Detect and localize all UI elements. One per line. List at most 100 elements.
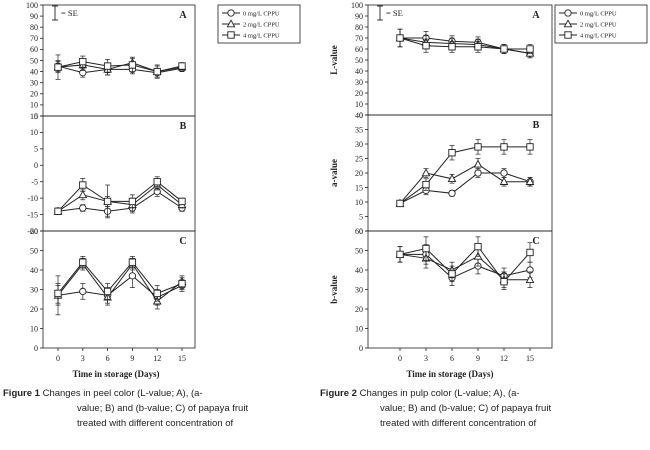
fig2-panel-A-frame — [367, 4, 553, 116]
fig2-panel-B-series-1-line — [399, 163, 530, 204]
fig2-xtick-label: 3 — [424, 354, 428, 363]
fig1-panel-A-series-2-point — [153, 67, 161, 76]
fig1-panel-B-ytick-label: -5 — [31, 178, 38, 187]
fig2-panel-A-ytick-label: 90 — [355, 12, 363, 21]
fig1-panel-A-letter: A — [179, 10, 187, 21]
fig1-legend-label: 2 mg/L CPPU — [243, 22, 280, 29]
fig2-legend-label: 0 mg/L CPPU — [580, 11, 617, 18]
fig2-legend-label: 2 mg/L CPPU — [580, 22, 617, 29]
fig1-panel-B-series-1-point — [78, 190, 88, 199]
fig1-panel-A-series-2-point — [128, 61, 137, 69]
fig1-xtick-label: 15 — [178, 354, 186, 363]
fig2-xtick-label: 6 — [450, 354, 454, 363]
fig2-panel-C-frame — [367, 230, 553, 349]
fig1-panel-B-series-2-point — [128, 197, 137, 206]
fig1-panel-B-ytick-label: -10 — [27, 194, 38, 203]
fig1-legend-marker — [227, 31, 235, 39]
fig1-panel-A-ytick-label: 100 — [26, 1, 38, 10]
fig1-panel-C-ytick-label: 60 — [30, 227, 38, 236]
fig2-panel-B-series-0-point — [448, 189, 456, 197]
fig2-panel-A-series-2-point — [396, 34, 404, 42]
fig1-panel-A-ytick-label: 20 — [30, 90, 38, 99]
fig1-panel-A-ytick-label: 90 — [30, 12, 38, 21]
fig2-panel-B-ytick-label: 10 — [355, 198, 363, 207]
fig2-panel-C-series-2-point — [448, 270, 456, 278]
fig2-panel-B-series-2-point — [500, 143, 508, 151]
fig1-panel-A-ytick-label: 60 — [30, 45, 38, 54]
fig2-panel-A-ylabel: L-value — [329, 45, 339, 75]
fig1-panel-C-ytick-label: 50 — [30, 246, 38, 255]
fig2-panel-A-series-2-point — [474, 43, 482, 51]
fig2-panel-C-series-0-line — [400, 253, 531, 279]
fig1-panel-C-series-0-line — [57, 275, 183, 298]
fig1-legend-marker — [226, 19, 236, 28]
fig2-panel-A-ytick-label: 50 — [355, 56, 363, 65]
figure-2-caption-line-2: value; B) and (b-value; C) of papaya fru… — [380, 403, 552, 414]
fig1-panel-C-series-0-point — [79, 287, 87, 296]
fig1-panel-B-series-0-line — [57, 190, 183, 212]
fig2-panel-A-ytick-label: 0 — [359, 111, 363, 120]
fig2-panel-C-series-2-point — [422, 244, 430, 253]
fig2-panel-B-ytick-label: 15 — [355, 183, 363, 192]
fig2-panel-C-series-1-point — [525, 275, 535, 283]
fig2-panel-A-ytick-label: 60 — [355, 45, 363, 54]
fig2-panel-C-ylabel: b-value — [329, 275, 339, 304]
fig2-panel-C-series-2-line — [399, 245, 531, 283]
fig1-panel-B-series-2-point — [54, 207, 62, 215]
fig2-panel-B-series-2-point — [474, 143, 482, 151]
fig2-panel-C-letter: C — [532, 236, 539, 247]
fig1-panel-A-series-2-point — [103, 62, 112, 70]
figure-2-caption: Figure 2 Changes in pulp color (L-value;… — [320, 386, 551, 431]
fig1-panel-C-ytick-label: 20 — [30, 305, 38, 314]
fig1-panel-B-ytick-label: -15 — [27, 210, 38, 219]
fig2-panel-B-series-1-point — [499, 176, 509, 185]
fig2-legend-marker — [564, 9, 572, 17]
fig2-xtick-label: 0 — [398, 354, 402, 363]
fig1-legend-label: 4 mg/L CPPU — [243, 33, 280, 40]
fig2-panel-A-series-2-line — [399, 37, 530, 50]
fig1-xtick-label: 9 — [130, 354, 134, 363]
fig2-xlabel: Time in storage (Days) — [406, 369, 493, 379]
fig1-panel-A-ytick-label: 40 — [30, 67, 38, 76]
fig1-panel-C-series-2-line — [57, 261, 183, 295]
fig1-panel-B-series-2-point — [79, 181, 87, 189]
fig2-panel-B-series-2-point — [448, 149, 456, 157]
fig1-panel-C-series-2-point — [153, 289, 161, 298]
fig2-panel-A-series-2-point — [448, 43, 456, 51]
fig2-panel-B-series-0-point — [474, 169, 482, 177]
fig2-panel-B-ytick-label: 35 — [355, 125, 363, 134]
fig2-legend-marker — [563, 19, 573, 28]
fig1-panel-C-series-2-point — [103, 287, 112, 296]
figure-1-caption-line-1: Changes in peel color (L-value; A), (a- — [42, 388, 203, 399]
fig1-panel-B-series-0-point — [79, 204, 87, 212]
fig2-xtick-label: 15 — [526, 354, 534, 363]
fig1-panel-B-series-1-line — [57, 184, 183, 212]
fig2-panel-C-ytick-label: 20 — [355, 305, 363, 314]
figure-1-caption-line-2: value; B) and (b-value; C) of papaya fru… — [77, 403, 249, 414]
fig2-panel-B-ytick-label: 25 — [355, 154, 363, 163]
fig2-panel-B-frame — [367, 114, 553, 232]
fig1-legend-label: 0 mg/L CPPU — [243, 11, 280, 18]
fig2-panel-B-ytick-label: 5 — [359, 212, 363, 221]
fig2-panel-B-ytick-label: 40 — [355, 111, 363, 120]
fig2-panel-B-series-1-point — [473, 159, 483, 168]
fig1-panel-C-series-1-line — [57, 263, 183, 302]
fig1-panel-C-ytick-label: 40 — [30, 266, 38, 275]
fig2-panel-B-ytick-label: 30 — [355, 140, 363, 149]
fig1-panel-A-series-2-point — [54, 63, 62, 71]
fig1-se-label: = SE — [61, 8, 78, 18]
figure-2-label: Figure 2 — [320, 388, 357, 399]
fig2-panel-B-series-2-point — [422, 180, 430, 189]
fig2-panel-A-ytick-label: 100 — [351, 1, 363, 10]
fig2-se-label: = SE — [386, 8, 403, 18]
fig2-panel-B-ytick-label: 20 — [355, 169, 363, 178]
fig2-panel-A-letter: A — [532, 10, 540, 21]
fig1-xtick-label: 3 — [81, 354, 85, 363]
fig1-panel-A-ytick-label: 70 — [30, 34, 38, 43]
fig1-panel-B-ytick-label: 10 — [30, 128, 38, 137]
fig2-panel-A-series-2-point — [422, 42, 430, 50]
fig2-panel-B-series-2-line — [399, 146, 530, 204]
fig2-panel-A-ytick-label: 10 — [355, 100, 363, 109]
fig2-panel-C-ytick-label: 50 — [355, 246, 363, 255]
fig1-xtick-label: 6 — [106, 354, 110, 363]
